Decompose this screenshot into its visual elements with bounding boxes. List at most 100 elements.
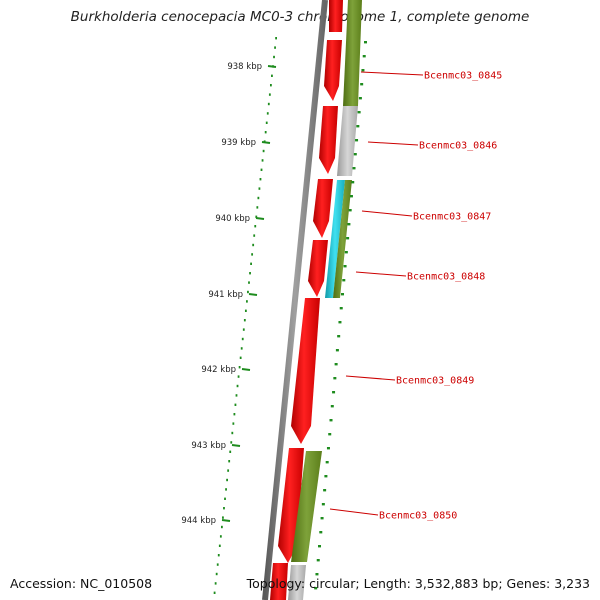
minor-tick — [253, 234, 256, 237]
minor-tick — [216, 563, 219, 566]
minor-tick — [217, 554, 220, 557]
strand-tick — [332, 391, 336, 394]
strand-tick — [316, 559, 320, 562]
minor-tick — [243, 319, 246, 322]
strand-tick — [361, 69, 365, 72]
kbp-label: 944 kbp — [181, 516, 216, 526]
gene-label[interactable]: Bcenmc03_0845 — [424, 71, 502, 82]
strand-tick — [349, 195, 353, 198]
minor-tick — [241, 337, 244, 341]
strand-tick — [364, 41, 367, 44]
strand-tick — [355, 139, 359, 142]
minor-tick — [224, 497, 226, 500]
strand-tick — [314, 587, 318, 590]
minor-tick — [218, 544, 221, 547]
minor-tick — [251, 253, 254, 256]
minor-tick — [232, 422, 235, 425]
minor-tick — [273, 55, 275, 59]
minor-tick — [230, 441, 233, 444]
accession-text: Accession: NC_010508 — [10, 576, 153, 591]
gene-label[interactable]: Bcenmc03_0849 — [396, 376, 474, 387]
minor-tick — [235, 394, 238, 397]
minor-tick — [246, 300, 248, 303]
strand-tick — [324, 475, 328, 478]
strand-tick — [339, 307, 343, 310]
minor-tick — [258, 187, 261, 190]
minor-tick — [268, 93, 271, 96]
minor-tick — [255, 215, 258, 218]
gene-labels: Bcenmc03_0845 Bcenmc03_0846 Bcenmc03_0847 B… — [329, 71, 502, 522]
kbp-major-tick — [248, 293, 258, 296]
kbp-label: 939 kbp — [221, 138, 256, 148]
minor-tick — [257, 196, 260, 200]
gene-label[interactable]: Bcenmc03_0846 — [419, 141, 497, 152]
kbp-label: 940 kbp — [215, 214, 250, 224]
kbp-major-tick — [241, 368, 251, 371]
strand-tick — [347, 223, 351, 226]
minor-tick — [238, 366, 241, 369]
minor-tick — [248, 281, 250, 284]
minor-tick — [225, 488, 227, 491]
minor-tick — [260, 168, 263, 171]
minor-tick — [261, 159, 264, 162]
strand-tick — [353, 153, 357, 156]
label-leader-line — [360, 71, 424, 76]
label-leader-line — [361, 210, 413, 217]
strand-tick — [337, 335, 341, 338]
minor-tick — [223, 507, 225, 510]
strand-tick — [358, 97, 362, 100]
minor-tick — [274, 46, 276, 49]
minor-tick — [265, 121, 268, 124]
strand-tick — [333, 377, 337, 380]
strand-tick — [360, 83, 364, 86]
label-leader-line — [345, 375, 396, 381]
backbone-line — [262, 0, 328, 600]
strand-tick — [321, 503, 325, 506]
minor-tick — [242, 328, 245, 331]
minor-tick — [266, 112, 269, 115]
strand-tick — [362, 55, 366, 58]
kbp-label: 938 kbp — [227, 62, 262, 72]
gene-arrow — [313, 179, 333, 238]
minor-tick — [262, 149, 265, 153]
map-title: Burkholderia cenocepacia MC0-3 chromosom… — [70, 9, 530, 25]
strand-tick — [348, 209, 352, 212]
strand-tick — [338, 321, 342, 324]
minor-tick — [275, 37, 277, 40]
strand-tick — [351, 181, 355, 184]
kbp-scale: 938 kbp 939 kbp 940 kbp 941 kbp 942 kbp 943 k… — [181, 62, 277, 526]
minor-tick — [236, 384, 239, 388]
strand-tick — [326, 447, 330, 450]
label-leader-line — [355, 271, 407, 277]
gene-arrow — [324, 40, 342, 101]
label-leader-line — [329, 508, 379, 516]
gene-arrow — [291, 298, 320, 444]
minor-tick — [249, 272, 251, 275]
gene-label[interactable]: Bcenmc03_0847 — [413, 212, 491, 223]
minor-tick — [252, 243, 255, 247]
strand-tick — [330, 405, 334, 408]
strand-tick — [328, 433, 332, 436]
kbp-major-tick — [261, 141, 271, 144]
kbp-major-tick — [231, 444, 241, 447]
strand-tick — [335, 349, 339, 352]
strand-tick — [357, 111, 361, 114]
strand-tick — [341, 293, 345, 296]
gene-block — [325, 180, 345, 298]
minor-tick — [227, 469, 230, 472]
minor-tick — [254, 225, 257, 228]
gene-label[interactable]: Bcenmc03_0850 — [379, 511, 457, 522]
minor-tick — [267, 102, 270, 106]
minor-tick — [240, 347, 243, 350]
minor-tick — [229, 450, 232, 453]
gene-arrow — [329, 0, 343, 32]
minor-tick — [256, 206, 259, 209]
minor-tick — [213, 591, 216, 594]
gene-block — [291, 451, 322, 562]
minor-tick — [247, 290, 249, 294]
gene-label[interactable]: Bcenmc03_0848 — [407, 272, 485, 283]
genes-strand-1 — [270, 0, 343, 600]
minor-tick — [228, 460, 231, 463]
strand-tick — [352, 167, 356, 170]
